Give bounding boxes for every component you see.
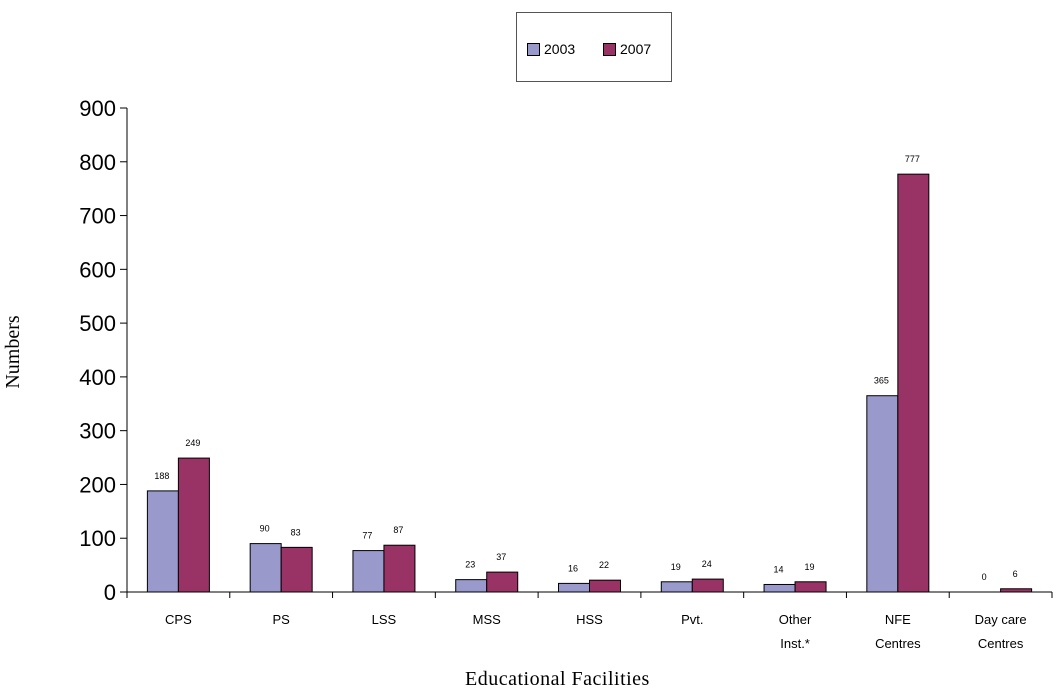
x-tick-label: Centres — [875, 636, 921, 651]
y-axis-title: Numbers — [2, 315, 24, 389]
bar-2003 — [660, 581, 693, 593]
y-tick-label: 400 — [79, 365, 116, 390]
y-tick-label: 300 — [79, 419, 116, 444]
y-tick-label: 700 — [79, 204, 116, 229]
bar-2003 — [249, 543, 282, 593]
legend: 2003 2007 — [516, 12, 672, 82]
data-label-2003: 0 — [982, 572, 987, 582]
bar-2007 — [794, 581, 827, 593]
y-tick-label: 200 — [79, 472, 116, 497]
legend-item-2003: 2003 — [527, 41, 575, 57]
bar-2003 — [352, 550, 385, 593]
bar-2007 — [1000, 588, 1033, 593]
y-tick-label: 500 — [79, 311, 116, 336]
bar-2007 — [486, 571, 519, 593]
data-label-2003: 365 — [874, 376, 889, 386]
x-tick-label: Other — [779, 612, 812, 627]
bar-2003 — [558, 582, 590, 593]
bar-2007 — [177, 457, 210, 593]
data-label-2007: 24 — [702, 559, 712, 569]
legend-item-2007: 2007 — [603, 41, 651, 57]
legend-swatch-2003 — [527, 42, 540, 56]
data-label-2003: 19 — [671, 562, 681, 572]
data-label-2007: 37 — [496, 552, 506, 562]
x-tick-label: Inst.* — [780, 636, 810, 651]
x-tick-label: LSS — [372, 612, 397, 627]
data-label-2003: 77 — [362, 531, 372, 541]
data-label-2003: 16 — [568, 563, 578, 573]
bar-2007 — [589, 579, 621, 593]
legend-label-2003: 2003 — [544, 41, 576, 57]
x-tick-label: Pvt. — [681, 612, 703, 627]
bar-2007 — [280, 546, 313, 593]
data-label-2007: 22 — [599, 560, 609, 570]
bar-2003 — [763, 583, 796, 593]
data-label-2007: 87 — [393, 525, 403, 535]
y-tick-label: 600 — [79, 257, 116, 282]
bar-2007 — [383, 544, 416, 593]
data-label-2003: 14 — [774, 564, 784, 574]
data-label-2007: 777 — [905, 154, 920, 164]
data-label-2003: 23 — [465, 560, 475, 570]
x-axis-title: Educational Facilities — [465, 668, 650, 690]
x-tick-label: PS — [272, 612, 290, 627]
bar-2007 — [691, 578, 724, 593]
data-label-2007: 6 — [1013, 569, 1018, 579]
data-label-2003: 90 — [260, 524, 270, 534]
x-tick-label: MSS — [473, 612, 502, 627]
data-label-2007: 83 — [291, 527, 301, 537]
bar-2003 — [455, 579, 488, 593]
y-tick-label: 100 — [79, 526, 116, 551]
legend-label-2007: 2007 — [620, 41, 652, 57]
x-tick-label: Day care — [975, 612, 1027, 627]
x-tick-label: CPS — [165, 612, 192, 627]
y-tick-label: 900 — [79, 96, 116, 121]
x-tick-label: HSS — [576, 612, 603, 627]
data-label-2007: 249 — [185, 438, 200, 448]
x-tick-label: NFE — [885, 612, 911, 627]
bar-2003 — [146, 490, 179, 593]
bar-2007 — [897, 173, 930, 593]
data-label-2003: 188 — [154, 471, 169, 481]
x-tick-label: Centres — [978, 636, 1024, 651]
bar-2003 — [866, 395, 899, 593]
legend-swatch-2007 — [603, 42, 616, 56]
y-tick-label: 0 — [104, 580, 116, 605]
y-tick-label: 800 — [79, 150, 116, 175]
data-label-2007: 19 — [805, 562, 815, 572]
